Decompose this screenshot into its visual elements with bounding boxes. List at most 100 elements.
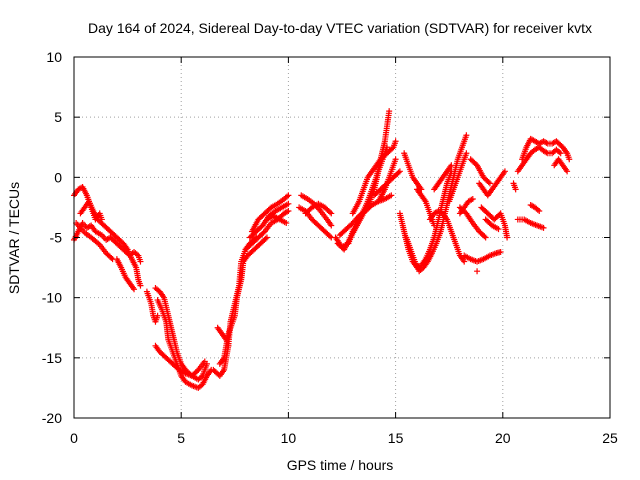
x-tick-label: 0 xyxy=(70,430,78,446)
y-axis-title: SDTVAR / TECUs xyxy=(6,182,22,294)
series-arc-41 xyxy=(514,144,564,175)
data-point xyxy=(392,156,399,163)
series-arc-36 xyxy=(467,156,493,187)
x-axis-title: GPS time / hours xyxy=(287,457,394,473)
series-arc-19 xyxy=(302,200,335,217)
series-arc-3 xyxy=(77,198,144,289)
data-point xyxy=(474,268,481,275)
data-point xyxy=(463,132,470,139)
series-arc-43 xyxy=(514,216,547,231)
data-point xyxy=(501,168,508,175)
data-point xyxy=(564,168,571,175)
x-tick-labels: 0 5 10 15 20 25 xyxy=(70,430,618,446)
data-point xyxy=(512,186,519,193)
series-arc-15 xyxy=(248,192,292,235)
series-arc-26 xyxy=(401,150,425,193)
data-point xyxy=(283,220,290,227)
y-tick-label: -10 xyxy=(42,290,62,306)
series-arc-33 xyxy=(461,248,504,265)
y-tick-label: 0 xyxy=(54,169,62,185)
series-arc-39 xyxy=(482,216,502,233)
data-point xyxy=(431,222,438,229)
x-tick-label: 5 xyxy=(177,430,185,446)
data-point xyxy=(566,156,573,163)
series-arc-23 xyxy=(349,138,399,217)
data-point xyxy=(328,210,335,217)
series-arc-32 xyxy=(446,150,470,205)
data-point xyxy=(386,108,393,115)
data-point xyxy=(262,235,269,242)
data-point xyxy=(495,226,502,233)
data-point xyxy=(137,282,144,289)
series-arc-37 xyxy=(476,168,508,199)
series-arc-12 xyxy=(214,324,232,349)
data-point xyxy=(388,192,395,199)
data-point xyxy=(485,179,492,186)
series-arc-9 xyxy=(152,342,208,379)
y-tick-label: 5 xyxy=(54,109,62,125)
series-arc-6 xyxy=(143,288,161,325)
series-arc-11 xyxy=(216,234,270,367)
chart-title: Day 164 of 2024, Sidereal Day-to-day VTE… xyxy=(88,20,592,36)
x-tick-label: 20 xyxy=(495,430,511,446)
y-tick-label: -20 xyxy=(42,410,62,426)
data-point xyxy=(137,258,144,265)
series-arc-35 xyxy=(456,195,476,217)
x-tick-label: 25 xyxy=(602,430,618,446)
data-point xyxy=(285,208,292,215)
data-point xyxy=(263,234,270,241)
series-arc-8 xyxy=(154,297,215,391)
data-point xyxy=(395,169,402,176)
y-tick-labels: -20 -15 -10 -5 0 5 10 xyxy=(42,49,62,426)
series-arc-44 xyxy=(551,156,571,175)
y-tick-label: 10 xyxy=(46,49,62,65)
series-arc-42 xyxy=(519,135,573,163)
series-arc-20 xyxy=(332,108,393,251)
series-arc-10 xyxy=(210,234,260,379)
data-point xyxy=(557,150,564,157)
series-arc-40 xyxy=(474,268,481,275)
x-tick-label: 15 xyxy=(388,430,404,446)
data-point xyxy=(131,286,138,293)
data-point xyxy=(326,209,333,216)
data-point xyxy=(225,342,232,349)
data-point xyxy=(463,150,470,157)
data-point xyxy=(540,224,547,231)
series-arc-25 xyxy=(375,156,399,205)
axis-ticks xyxy=(73,56,611,419)
data-point xyxy=(201,358,208,365)
data-point xyxy=(285,192,292,199)
data-point xyxy=(285,200,292,207)
data-markers xyxy=(71,108,573,391)
data-point xyxy=(497,248,504,255)
data-point xyxy=(461,258,468,265)
data-point xyxy=(392,138,399,145)
series-arc-29 xyxy=(414,186,438,229)
data-point xyxy=(326,233,333,240)
data-point xyxy=(482,234,489,241)
series-arc-31 xyxy=(431,162,455,193)
data-point xyxy=(154,312,161,319)
series-arc-30 xyxy=(426,208,468,265)
data-point xyxy=(536,208,543,215)
series-arc-46 xyxy=(510,180,519,193)
data-point xyxy=(469,195,476,202)
data-point xyxy=(108,254,115,261)
series-arc-14 xyxy=(242,208,292,253)
data-point xyxy=(384,144,391,151)
y-tick-label: -5 xyxy=(50,230,63,246)
series-arc-5 xyxy=(113,256,138,293)
y-tick-label: -15 xyxy=(42,350,62,366)
data-point xyxy=(448,162,455,169)
series-arc-4 xyxy=(73,220,116,263)
data-point xyxy=(481,233,488,240)
series-arc-38 xyxy=(478,204,511,241)
series-arc-16 xyxy=(263,212,290,227)
data-point xyxy=(328,222,335,229)
data-point xyxy=(396,168,403,175)
data-point xyxy=(504,234,511,241)
x-tick-label: 10 xyxy=(281,430,297,446)
data-point xyxy=(486,180,493,187)
grid xyxy=(74,57,610,418)
